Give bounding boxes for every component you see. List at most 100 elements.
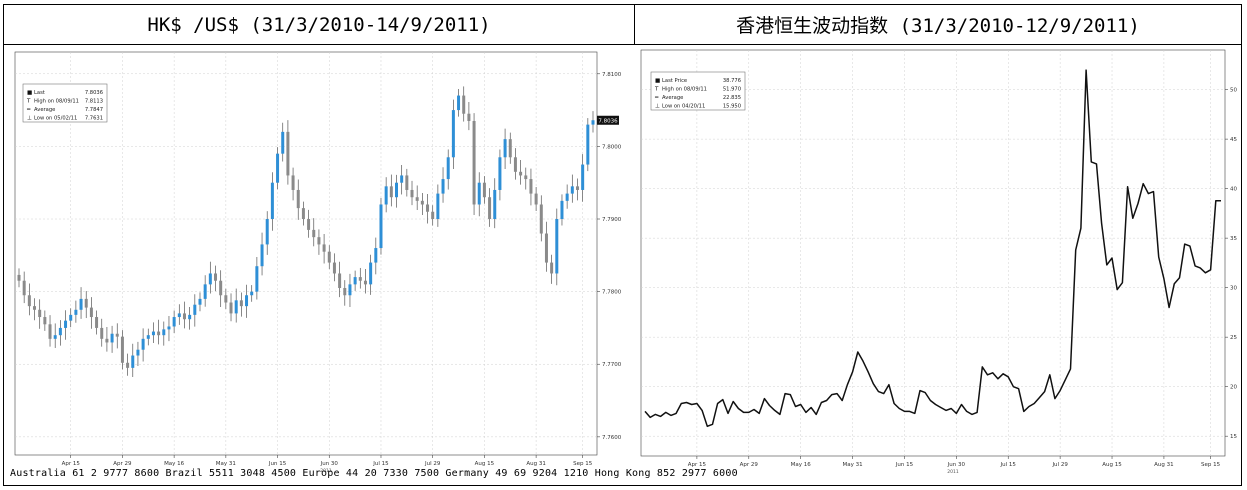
hsi-ytick-label: 50 (1230, 88, 1237, 94)
candle-body (379, 204, 383, 249)
hsi-legend-value: 51.970 (723, 87, 741, 93)
candle-body (343, 287, 347, 296)
hkd-year-label: 2011 (320, 468, 332, 474)
candle-body (519, 171, 523, 176)
candle-body (477, 182, 481, 205)
candle-body (182, 313, 186, 320)
hsi-xtick-label: Aug 31 (1154, 462, 1174, 468)
candle-body (250, 291, 254, 296)
hsi-legend-label: Last Price (662, 78, 687, 84)
candle-body (555, 219, 559, 274)
candle-body (198, 298, 202, 305)
candle-body (539, 204, 543, 234)
candle-body (141, 338, 145, 350)
candle-body (353, 277, 357, 285)
candle-body (575, 186, 579, 190)
hsi-xtick-label: Apr 15 (688, 462, 707, 468)
hkd-legend-square-icon: ■ (27, 90, 32, 96)
hsi-legend-box (650, 71, 746, 111)
candle-body (544, 233, 548, 263)
candle-body (89, 307, 93, 318)
candle-body (405, 175, 409, 190)
hsi-ytick-label: 45 (1230, 137, 1237, 143)
hsi-xtick-label: Apr 29 (740, 462, 759, 468)
hkd-xtick-label: Sep 15 (573, 461, 593, 467)
candle-body (348, 284, 352, 296)
candle-body (193, 304, 197, 315)
candle-body (565, 193, 569, 201)
candle-body (64, 320, 68, 328)
candle-body (591, 120, 595, 125)
candle-body (389, 186, 393, 198)
candle-body (172, 317, 176, 327)
hkd-legend-label: Average (34, 107, 55, 113)
candle-body (74, 309, 78, 315)
candle-body (229, 302, 233, 314)
candle-body (260, 244, 264, 267)
candle-body (498, 157, 502, 190)
hkd-xtick-label: Jun 30 (320, 461, 339, 467)
hkd-legend-value: 7.7631 (85, 116, 103, 122)
candle-body (394, 182, 398, 198)
hkd-xtick-label: Jul 29 (424, 461, 441, 467)
hkd-ytick-label: 7.7900 (602, 217, 622, 223)
candle-body (508, 139, 512, 158)
hsi-legend-value: 22.835 (723, 95, 741, 101)
candle-body (177, 313, 181, 318)
candle-body (265, 219, 269, 245)
hsi-legend-label: Low on 04/20/11 (662, 104, 705, 110)
hsi-legend-low-icon: ⊥ (655, 104, 660, 110)
hkd-usd-chart-panel: 7.7600 7.7700 7.7800 7.7900 7.8000 7.8100 Apr … (5, 46, 634, 486)
candle-body (136, 349, 140, 356)
hkd-ytick-label: 7.8000 (602, 144, 622, 150)
candle-body (234, 300, 238, 314)
candle-body (431, 211, 435, 220)
hsi-xtick-label: Jul 15 (1000, 462, 1017, 468)
hkd-legend-label: Low on 05/02/11 (34, 116, 77, 122)
hsi-xtick-label: Sep 15 (1201, 462, 1221, 468)
hsi-ytick-label: 30 (1230, 286, 1237, 292)
candle-body (219, 280, 223, 296)
hkd-xtick-label: May 16 (164, 461, 185, 467)
candle-body (415, 197, 419, 201)
candle-body (100, 327, 104, 339)
hsi-xtick-label: Jun 15 (895, 462, 914, 468)
candle-body (513, 157, 517, 172)
hkd-usd-candlestick-chart: 7.7600 7.7700 7.7800 7.7900 7.8000 7.8100 Apr … (14, 51, 622, 474)
candle-body (441, 179, 445, 194)
hkd-ytick-label: 7.7700 (602, 362, 622, 368)
candle-body (338, 273, 342, 288)
candle-body (307, 219, 311, 230)
candle-body (151, 331, 155, 336)
hsi-legend-square-icon: ■ (655, 78, 660, 84)
candle-body (58, 327, 62, 336)
hsi-year-label: 2011 (947, 469, 959, 475)
candle-body (95, 317, 99, 328)
candle-body (208, 273, 212, 285)
candle-body (188, 314, 192, 320)
candle-body (214, 273, 218, 281)
hkd-xtick-label: Jun 15 (268, 461, 287, 467)
candle-body (410, 189, 414, 198)
candle-body (446, 157, 450, 180)
hkd-legend-high-icon: T (26, 99, 31, 105)
candle-body (586, 124, 590, 165)
candle-body (105, 338, 109, 343)
candle-body (488, 197, 492, 220)
candle-body (301, 208, 305, 220)
hsi-ytick-label: 15 (1230, 434, 1237, 440)
candle-body (43, 317, 47, 325)
hkd-xtick-label: Apr 15 (62, 461, 81, 467)
hkd-ytick-label: 7.7600 (602, 435, 622, 441)
candle-body (38, 309, 42, 318)
hsi-legend-label: High on 08/09/11 (662, 87, 707, 93)
candle-body (570, 186, 574, 194)
candle-body (312, 229, 316, 238)
candle-body (420, 200, 424, 205)
volatility-series-line (644, 69, 1221, 428)
hkd-xtick-label: Jul 15 (372, 461, 389, 467)
candle-body (84, 298, 88, 308)
left-chart-header: HK$ /US$ (31/3/2010-14/9/2011) (4, 5, 635, 45)
last-price-tag-label: 7.8036 (598, 118, 618, 124)
hsi-legend-value: 38.776 (723, 78, 741, 84)
